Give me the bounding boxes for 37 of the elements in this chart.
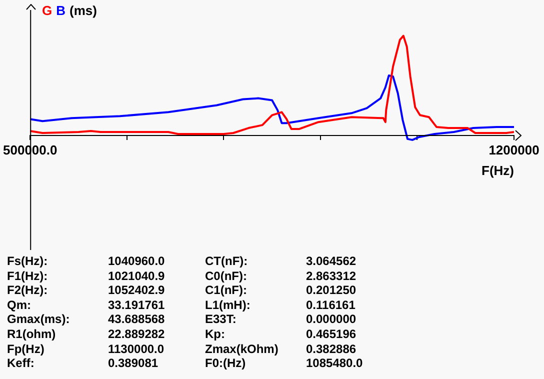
text: 1021040.9 bbox=[108, 268, 166, 284]
text: Fs(Hz): bbox=[7, 254, 49, 269]
text: 43.688568 bbox=[108, 312, 166, 327]
text: 2.863312 bbox=[306, 268, 358, 284]
text: C1(nF): bbox=[205, 283, 248, 298]
text: Fp(Hz) bbox=[7, 342, 46, 356]
text: L1(mH): bbox=[205, 298, 252, 312]
text: Qm: bbox=[7, 298, 32, 312]
text: B bbox=[56, 3, 66, 18]
text: 22.889282 bbox=[108, 326, 166, 342]
text: 0.000000 bbox=[306, 312, 358, 327]
x-tick-label: 1200000 bbox=[488, 142, 540, 158]
text: F1(Hz): bbox=[7, 268, 49, 284]
text: C0(nF): bbox=[205, 268, 248, 284]
text: F0:(Hz) bbox=[205, 356, 247, 371]
text: 3.064562 bbox=[306, 254, 358, 269]
text: R1(ohm) bbox=[7, 326, 57, 342]
text: Keff: bbox=[7, 356, 36, 371]
text: 0.465196 bbox=[306, 326, 358, 342]
text: Kp: bbox=[205, 326, 226, 342]
text: F2(Hz): bbox=[7, 283, 49, 298]
text: 0.116161 bbox=[306, 298, 356, 312]
text: 1130000.0 bbox=[108, 342, 166, 356]
y-axis-title: (ms) bbox=[70, 3, 97, 18]
text: 1085480.0 bbox=[306, 356, 364, 371]
text: G bbox=[42, 3, 52, 18]
x-axis-title: F(Hz) bbox=[482, 162, 514, 178]
text: 0.389081 bbox=[108, 356, 160, 371]
text: 0.382886 bbox=[306, 342, 358, 356]
text: 33.191761 bbox=[108, 298, 166, 312]
text: 1040960.0 bbox=[108, 254, 166, 269]
text: 1052402.9 bbox=[108, 283, 166, 298]
text: Zmax(kOhm) bbox=[205, 342, 280, 356]
text: Gmax(ms): bbox=[7, 312, 71, 327]
text: CT(nF): bbox=[205, 254, 249, 269]
text: E33T: bbox=[205, 312, 238, 327]
text: 0.201250 bbox=[306, 283, 358, 298]
